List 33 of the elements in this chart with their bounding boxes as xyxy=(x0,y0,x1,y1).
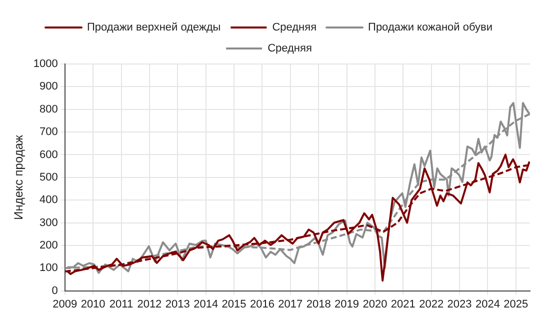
x-tick-label: 2019 xyxy=(334,298,360,310)
y-tick-label: 1000 xyxy=(33,58,58,70)
legend-label: Продажи кожаной обуви xyxy=(368,22,493,34)
x-tick-label: 2010 xyxy=(80,298,106,310)
y-tick-label: 400 xyxy=(40,194,58,206)
legend-label: Средняя xyxy=(268,42,312,55)
x-tick-label: 2009 xyxy=(52,298,78,310)
x-tick-label: 2021 xyxy=(390,298,416,310)
x-tick-label: 2014 xyxy=(194,298,218,310)
y-tick-label: 600 xyxy=(40,148,58,161)
x-tick-label: 2018 xyxy=(306,298,331,310)
x-tick-label: 2025 xyxy=(504,298,528,310)
y-tick-label: 900 xyxy=(40,80,58,93)
y-tick-label: 100 xyxy=(40,262,58,274)
y-tick-label: 800 xyxy=(40,103,58,116)
x-tick-label: 2016 xyxy=(250,298,274,310)
y-tick-label: 200 xyxy=(40,239,58,252)
y-tick-label: 0 xyxy=(52,284,58,297)
y-tick-label: 700 xyxy=(40,126,58,138)
x-tick-label: 2015 xyxy=(222,298,246,310)
legend-label: Продажи верхней одежды xyxy=(87,22,221,34)
y-axis-title: Индекс продаж xyxy=(12,134,26,220)
x-tick-label: 2020 xyxy=(362,298,388,310)
x-tick-label: 2022 xyxy=(419,298,444,310)
x-tick-label: 2013 xyxy=(165,298,190,310)
y-tick-label: 300 xyxy=(40,216,58,229)
x-tick-label: 2017 xyxy=(278,298,303,310)
x-tick-label: 2011 xyxy=(109,298,134,310)
y-tick-label: 500 xyxy=(40,171,58,184)
legend-label: Средняя xyxy=(272,22,317,34)
x-tick-label: 2012 xyxy=(137,298,162,310)
x-tick-label: 2024 xyxy=(475,298,500,310)
x-tick-label: 2023 xyxy=(447,298,472,310)
